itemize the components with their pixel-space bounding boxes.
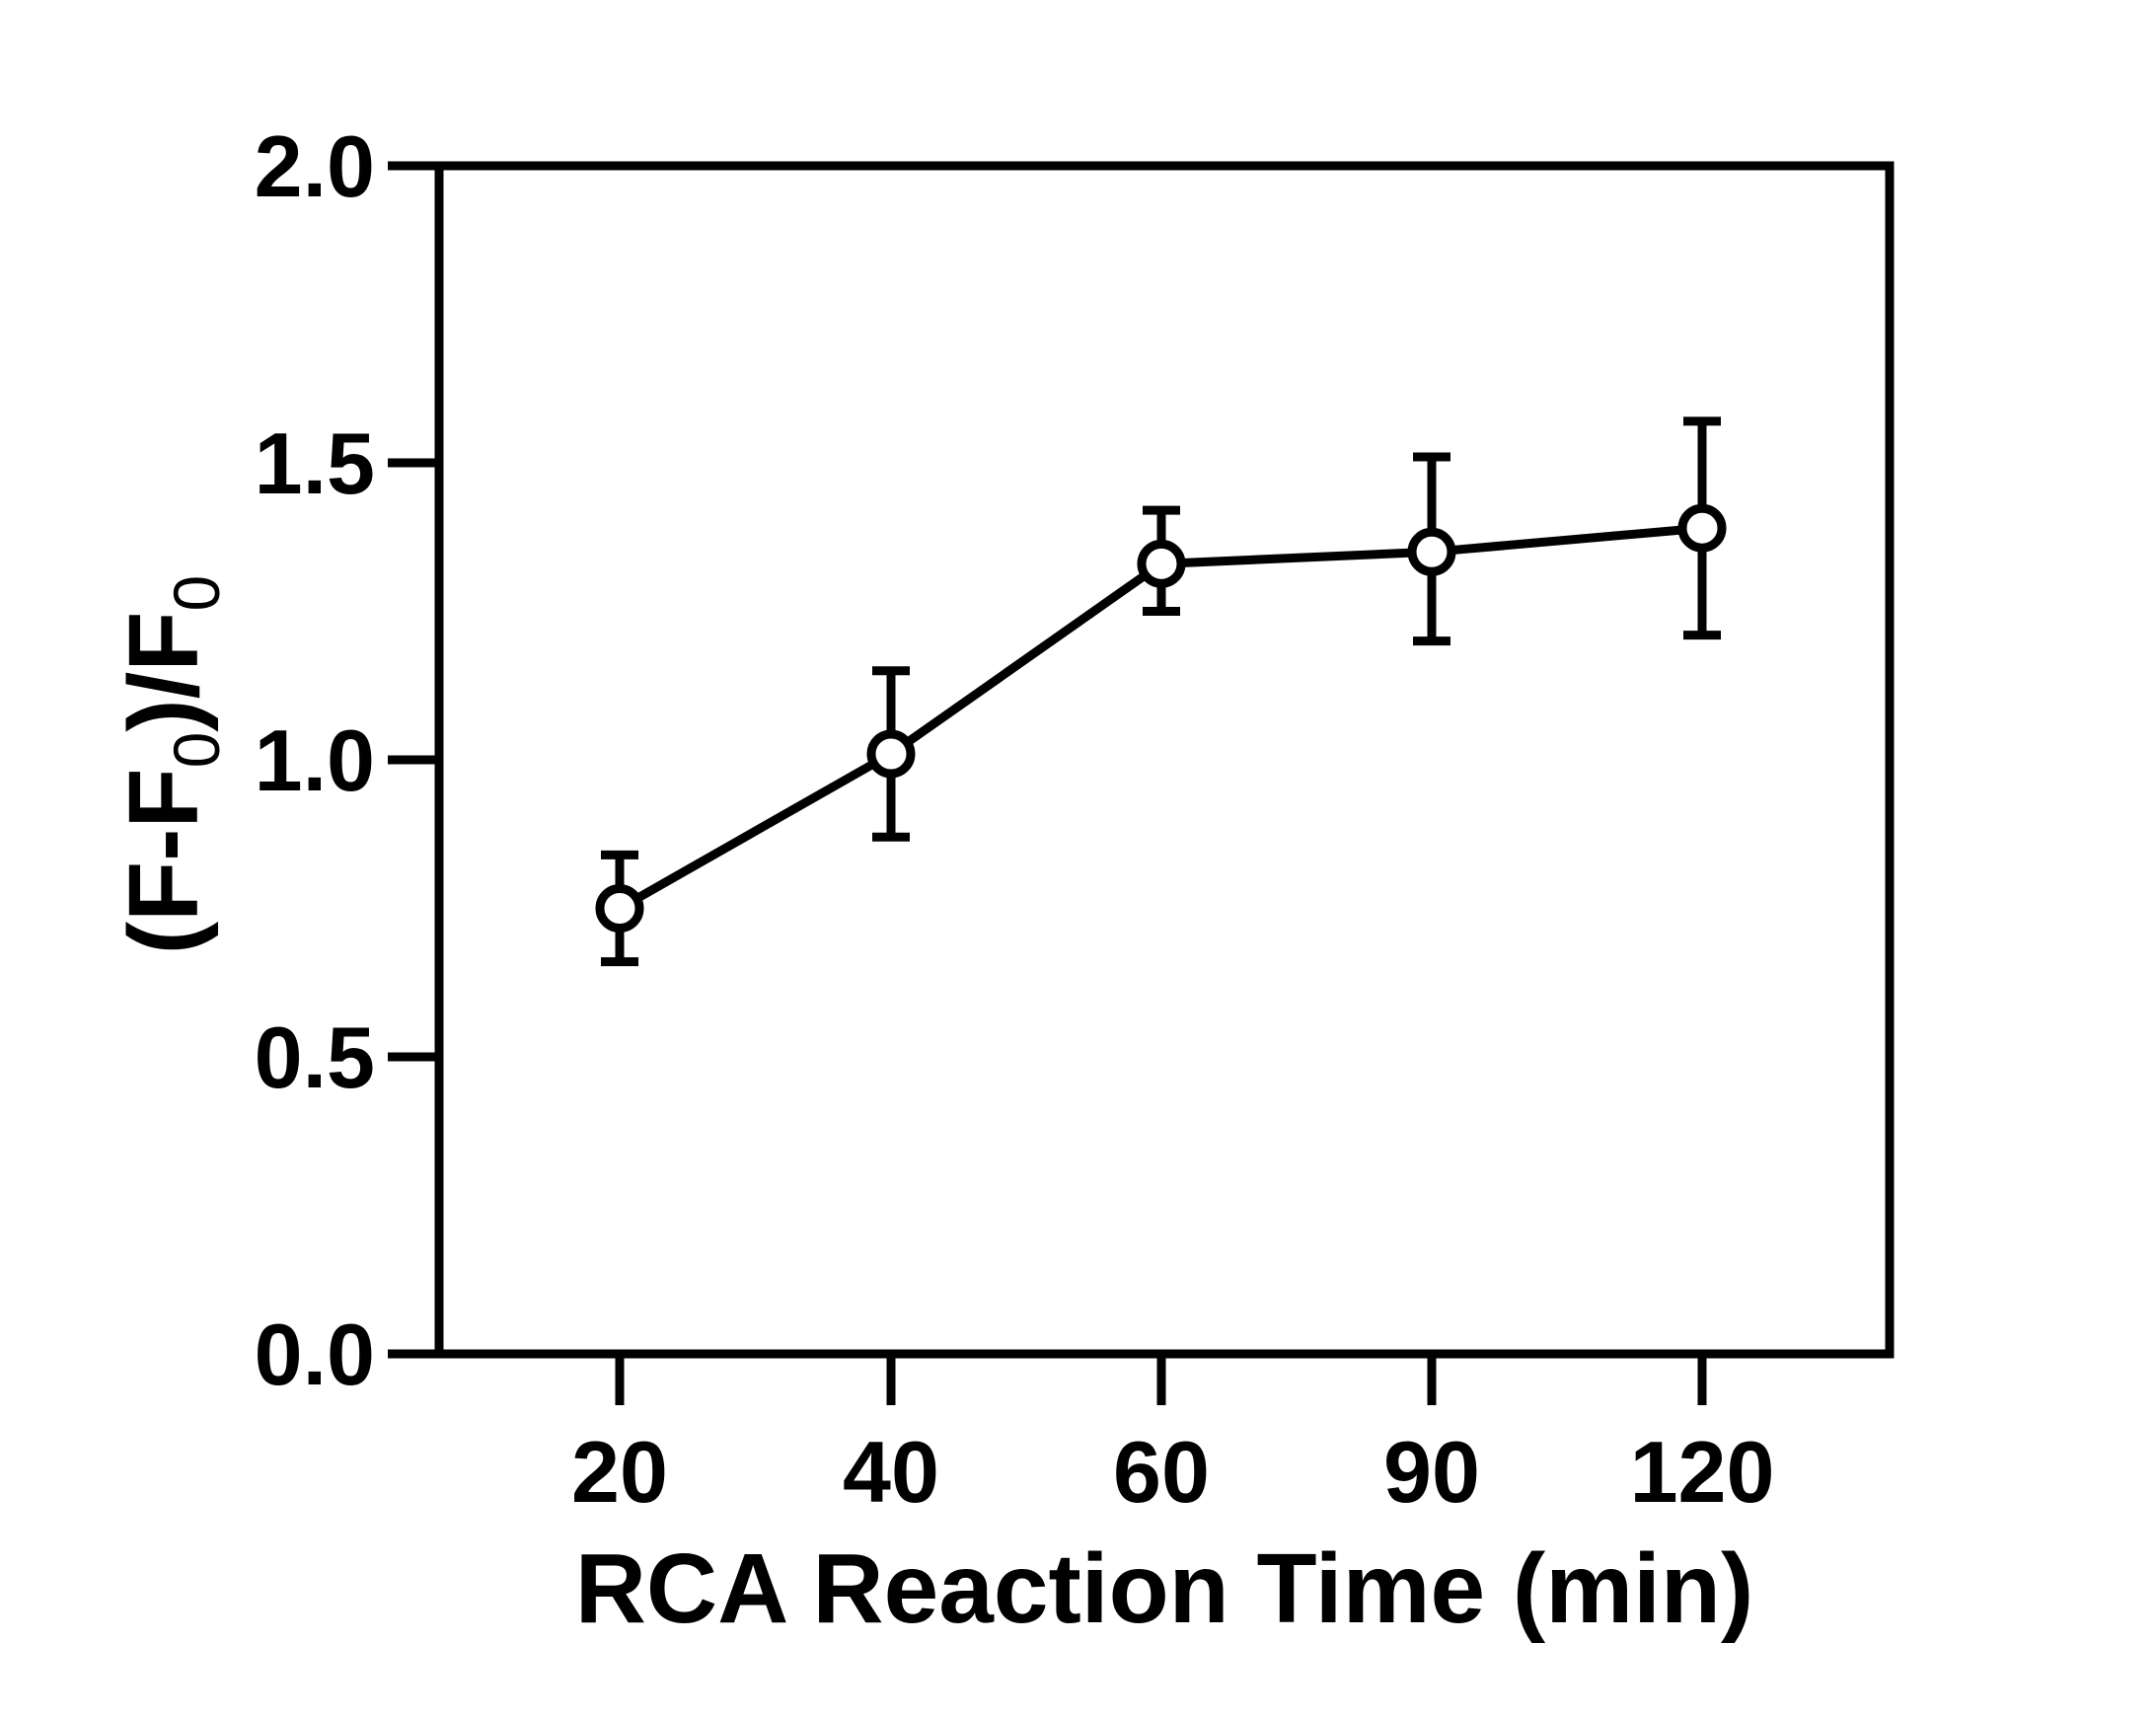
y-axis-title-subscript-2: 0 (160, 575, 233, 612)
x-axis-title: RCA Reaction Time (min) (575, 1533, 1754, 1644)
x-axis: 20 40 60 90 120 (571, 1354, 1774, 1521)
plot-frame (434, 161, 1895, 1359)
y-tick-label: 2.0 (255, 117, 375, 215)
x-tick-label: 20 (571, 1423, 668, 1521)
x-tick-label: 120 (1630, 1423, 1775, 1521)
x-tick-label: 90 (1383, 1423, 1480, 1521)
y-axis: 0.0 0.5 1.0 1.5 2.0 (255, 117, 439, 1403)
data-point (1137, 539, 1186, 588)
y-axis-title: (F-F0)/F0 (109, 575, 233, 954)
data-point (595, 884, 644, 933)
x-tick-label: 60 (1113, 1423, 1210, 1521)
data-point (1407, 527, 1456, 576)
data-point (866, 729, 916, 779)
y-tick-label: 1.0 (255, 711, 375, 809)
y-tick-label: 0.0 (255, 1306, 375, 1403)
x-tick-label: 40 (843, 1423, 939, 1521)
data-series (595, 416, 1727, 967)
y-tick-label: 0.5 (255, 1008, 375, 1106)
y-axis-title-subscript-1: 0 (160, 732, 233, 769)
y-axis-title-part-2: )/F (109, 612, 219, 732)
data-point (1677, 503, 1727, 553)
y-axis-title-part-1: (F-F (109, 768, 219, 954)
y-tick-label: 1.5 (255, 414, 375, 512)
